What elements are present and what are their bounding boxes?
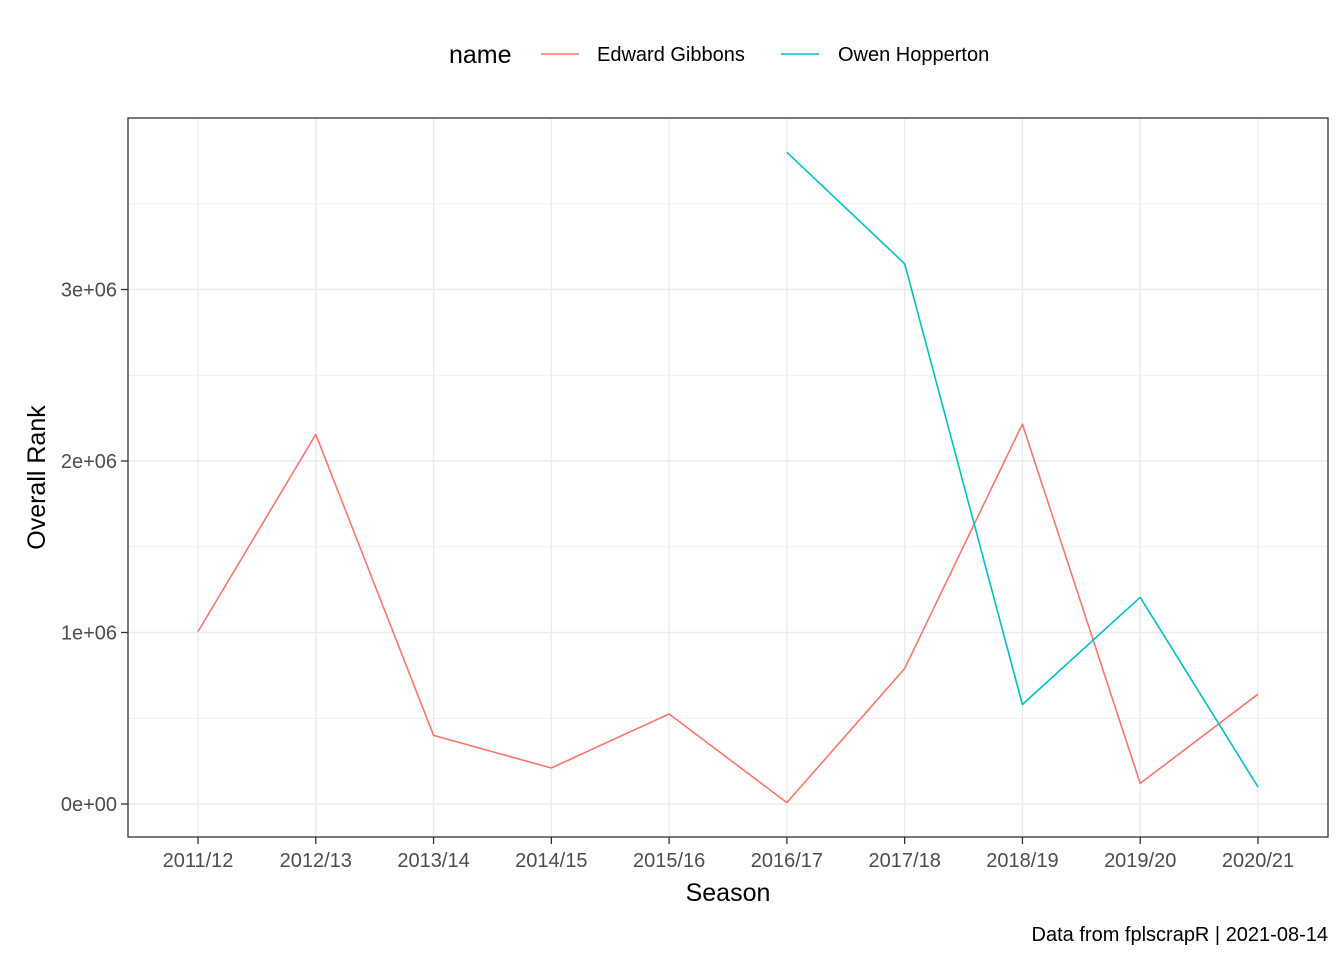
y-tick-label: 0e+00	[61, 794, 117, 816]
x-tick-label: 2014/15	[515, 850, 587, 872]
legend-title: name	[449, 41, 512, 69]
minor-gridlines	[128, 203, 1328, 719]
series-line-2	[786, 151, 1259, 788]
x-tick-label: 2018/19	[986, 850, 1058, 872]
legend-label-1: Edward Gibbons	[597, 44, 745, 66]
x-tick-label: 2017/18	[869, 850, 941, 872]
plot-panel-border	[127, 117, 1329, 838]
legend-label-2: Owen Hopperton	[838, 44, 989, 66]
y-tick-label: 2e+06	[61, 451, 117, 473]
x-tick-label: 2016/17	[751, 850, 823, 872]
plot-background	[128, 118, 1328, 837]
x-axis-title: Season	[686, 879, 771, 907]
x-tick-label: 2012/13	[280, 850, 352, 872]
y-tick-label: 1e+06	[61, 623, 117, 645]
series-line-1	[197, 423, 1259, 804]
x-tick-label: 2019/20	[1104, 850, 1176, 872]
legend: name Edward Gibbons Owen Hopperton	[449, 41, 989, 69]
major-gridlines	[128, 118, 1328, 837]
series-layer	[197, 151, 1259, 804]
caption: Data from fplscrapR | 2021-08-14	[1032, 924, 1328, 946]
x-axis: 2011/12 2012/13 2013/14 2014/15 2015/16 2016/…	[163, 837, 1294, 872]
x-tick-label: 2020/21	[1222, 850, 1294, 872]
x-tick-label: 2011/12	[163, 850, 234, 872]
y-axis-title: Overall Rank	[23, 405, 51, 550]
x-tick-label: 2015/16	[633, 850, 705, 872]
x-tick-label: 2013/14	[397, 850, 469, 872]
y-tick-label: 3e+06	[61, 280, 117, 302]
y-axis: 0e+00 1e+06 2e+06 3e+06	[61, 280, 128, 816]
